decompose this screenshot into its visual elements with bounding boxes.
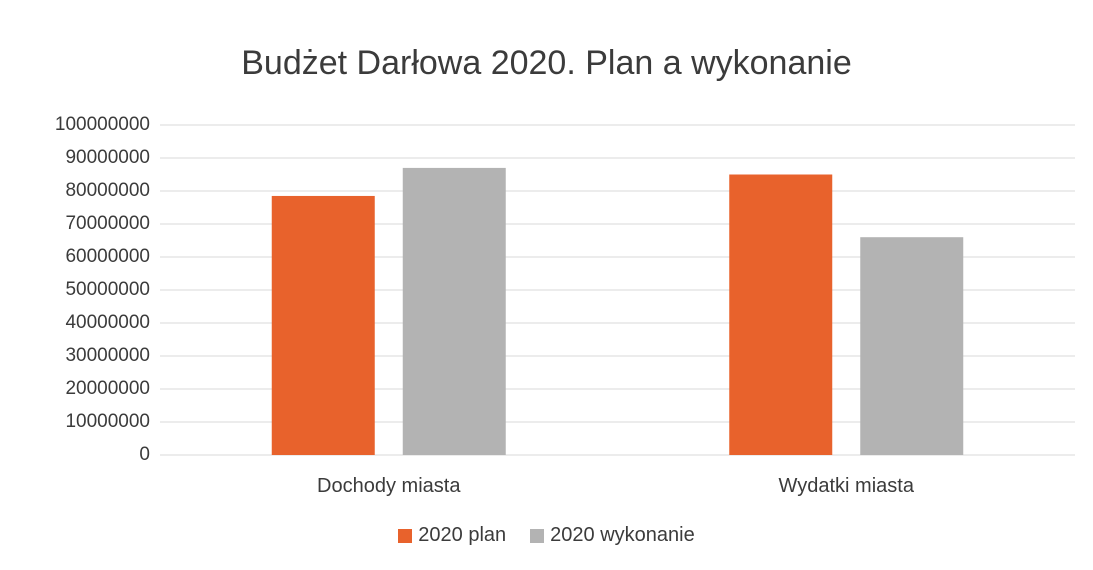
y-tick-label: 90000000 [65,147,150,168]
y-tick-label: 20000000 [65,378,150,399]
y-tick-label: 50000000 [65,279,150,300]
x-tick-label: Wydatki miasta [778,475,914,497]
legend-label: 2020 wykonanie [550,524,695,546]
bar-wykonanie-0 [402,167,506,455]
legend-swatch [530,528,545,543]
legend-item: 2020 wykonanie [530,524,695,547]
legend-swatch [398,528,413,543]
bar-plan-0 [271,195,375,455]
chart-title: Budżet Darłowa 2020. Plan a wykonanie [241,44,852,82]
y-tick-label: 80000000 [65,180,150,201]
y-tick-label: 30000000 [65,345,150,366]
y-tick-label: 60000000 [65,246,150,267]
y-tick-label: 0 [139,444,150,465]
y-tick-label: 40000000 [65,312,150,333]
legend-label: 2020 plan [418,524,507,546]
y-tick-label: 70000000 [65,213,150,234]
x-tick-label: Dochody miasta [317,475,461,497]
legend: 2020 plan 2020 wykonanie [0,524,1093,547]
legend-item: 2020 plan [398,524,506,547]
bar-wykonanie-1 [860,237,964,455]
y-tick-label: 10000000 [65,411,150,432]
bar-plan-1 [729,174,833,455]
y-tick-label: 100000000 [54,114,150,135]
